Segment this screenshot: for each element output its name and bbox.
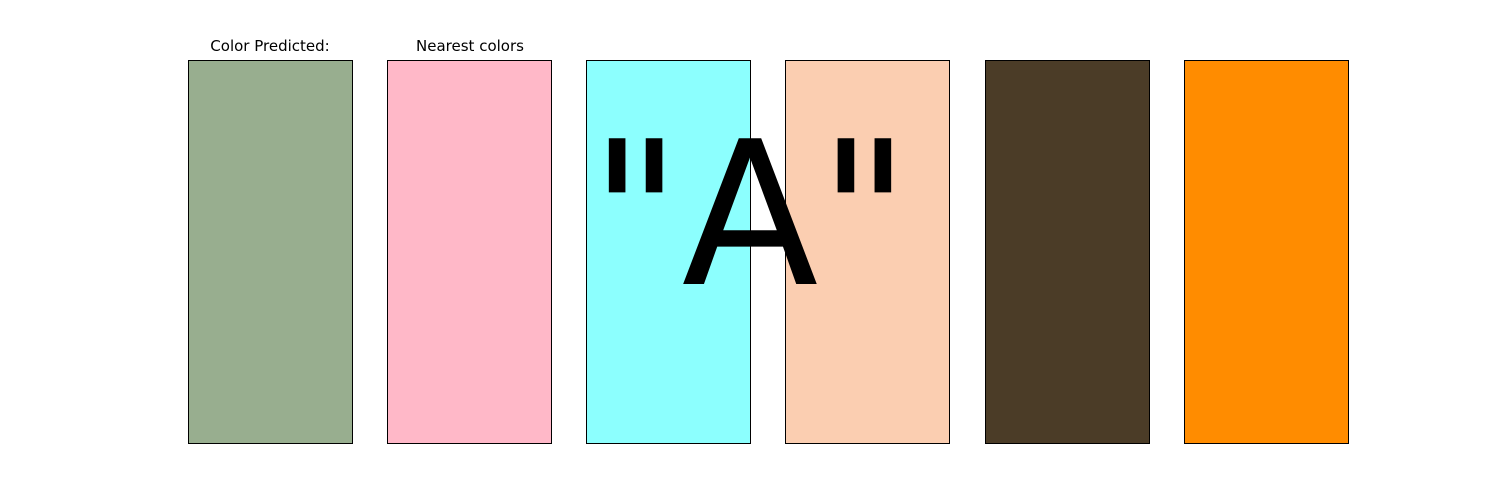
nearest-color-swatch-3 [785,60,950,444]
nearest-colors-label: Nearest colors [416,37,524,55]
nearest-color-swatch-4 [985,60,1150,444]
nearest-color-swatch-1 [387,60,552,444]
predicted-color-label: Color Predicted: [210,37,330,55]
predicted-color-swatch [188,60,353,444]
nearest-color-swatch-5 [1184,60,1349,444]
nearest-color-swatch-2 [586,60,751,444]
overlay-text: "A" [589,99,911,332]
